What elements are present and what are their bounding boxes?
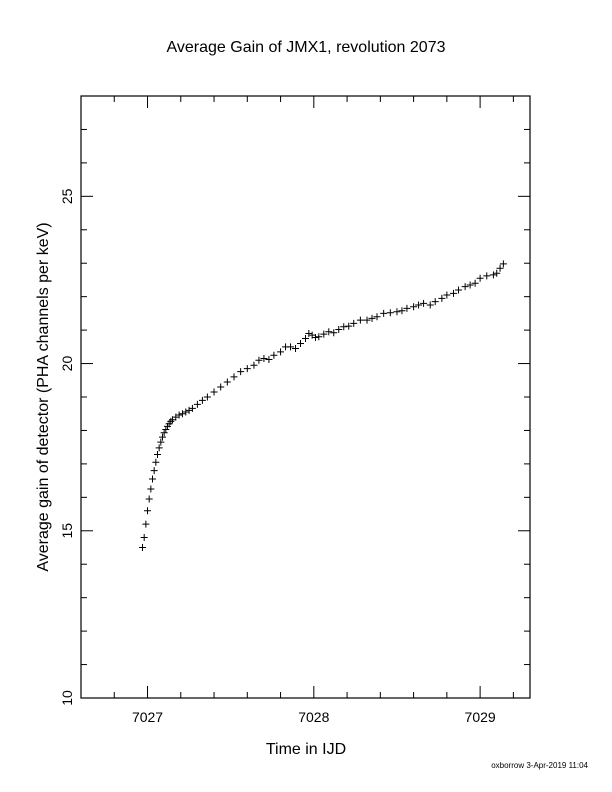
data-point xyxy=(203,393,211,401)
data-point xyxy=(415,301,423,309)
data-point xyxy=(265,356,273,364)
data-points xyxy=(139,260,507,551)
data-point xyxy=(297,339,305,347)
data-point xyxy=(152,458,160,466)
data-point xyxy=(443,291,451,299)
data-point xyxy=(153,451,161,459)
data-point xyxy=(305,329,313,337)
y-axis-label: Average gain of detector (PHA channels p… xyxy=(35,222,52,571)
data-point xyxy=(302,334,309,342)
data-point xyxy=(155,444,163,452)
data-point xyxy=(193,400,201,408)
data-point xyxy=(363,316,371,324)
data-point xyxy=(438,294,446,302)
data-point xyxy=(260,355,268,363)
data-point xyxy=(292,345,300,353)
x-tick-label: 7028 xyxy=(298,709,329,725)
data-point xyxy=(373,313,381,321)
data-point xyxy=(145,495,153,503)
data-point xyxy=(403,304,411,312)
data-point xyxy=(210,388,218,396)
data-point xyxy=(255,356,263,364)
timestamp-footer: oxborrow 3-Apr-2019 11:04 xyxy=(491,761,588,770)
data-point xyxy=(139,544,147,551)
data-point xyxy=(426,301,434,309)
data-point xyxy=(350,319,358,327)
y-tick-label: 15 xyxy=(59,523,75,539)
data-point xyxy=(368,314,376,322)
data-point xyxy=(162,425,170,433)
x-tick-label: 7029 xyxy=(465,709,496,725)
data-point xyxy=(147,485,155,493)
data-point xyxy=(393,308,401,316)
data-point xyxy=(325,328,333,336)
data-point xyxy=(380,309,388,317)
data-point xyxy=(217,383,225,391)
data-point xyxy=(237,368,245,376)
data-point xyxy=(489,271,497,279)
plot-frame xyxy=(80,95,531,699)
data-point xyxy=(398,307,406,315)
data-point xyxy=(150,467,158,475)
data-point xyxy=(277,348,285,356)
data-point xyxy=(466,281,474,289)
data-point xyxy=(320,330,328,338)
data-point xyxy=(345,322,353,330)
data-point xyxy=(499,260,507,268)
data-point xyxy=(157,438,165,446)
data-point xyxy=(175,411,183,419)
data-point xyxy=(223,378,231,386)
y-tick-label: 25 xyxy=(59,188,75,204)
data-point xyxy=(410,303,418,311)
data-point xyxy=(311,333,319,341)
data-point xyxy=(160,429,168,437)
data-point xyxy=(315,333,323,341)
data-point xyxy=(496,264,504,272)
data-point xyxy=(243,365,251,373)
data-point xyxy=(140,533,148,541)
data-point xyxy=(142,520,150,528)
data-point xyxy=(476,274,484,282)
data-point xyxy=(188,404,196,412)
data-point xyxy=(250,361,258,369)
data-point xyxy=(420,299,428,307)
data-point xyxy=(198,396,206,404)
data-point xyxy=(461,283,469,291)
data-point xyxy=(340,323,348,331)
data-point xyxy=(230,373,238,381)
data-point xyxy=(356,316,364,324)
data-point xyxy=(178,410,186,418)
chart-title: Average Gain of JMX1, revolution 2073 xyxy=(167,39,446,56)
axis-ticks: 7027 7028 7029 10 15 20 25 xyxy=(59,95,530,725)
data-point xyxy=(454,286,462,294)
data-point xyxy=(330,329,338,337)
data-point xyxy=(450,289,458,297)
x-axis-label: Time in IJD xyxy=(266,741,346,758)
data-point xyxy=(471,279,479,287)
data-point xyxy=(182,408,190,416)
data-point xyxy=(149,475,157,483)
data-point xyxy=(167,417,175,425)
data-point xyxy=(493,269,501,277)
data-point xyxy=(386,309,394,317)
y-tick-label: 20 xyxy=(59,356,75,372)
data-point xyxy=(431,298,439,306)
data-point xyxy=(335,325,343,333)
data-point xyxy=(483,272,491,280)
data-point xyxy=(270,351,278,359)
data-point xyxy=(158,433,166,441)
x-tick-label: 7027 xyxy=(132,709,163,725)
data-point xyxy=(144,507,152,515)
y-tick-label: 10 xyxy=(59,690,75,706)
data-point xyxy=(287,343,295,351)
